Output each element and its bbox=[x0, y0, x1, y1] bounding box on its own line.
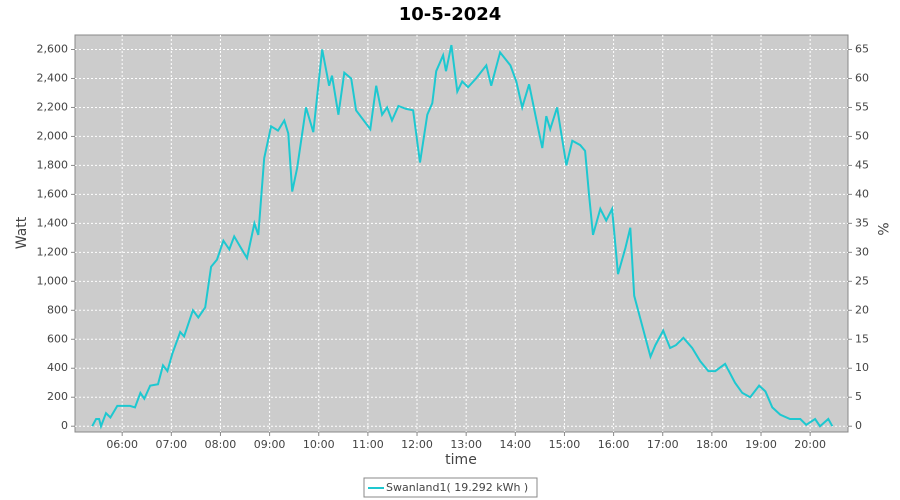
y-tick-label: 2,600 bbox=[37, 42, 69, 55]
x-tick-label: 07:00 bbox=[155, 438, 187, 451]
y2-tick-label: 65 bbox=[855, 42, 869, 55]
x-tick-label: 06:00 bbox=[106, 438, 138, 451]
y-tick-label: 1,200 bbox=[37, 245, 69, 258]
legend bbox=[363, 477, 538, 498]
y-tick-label: 600 bbox=[47, 332, 68, 345]
y2-tick-label: 5 bbox=[855, 390, 862, 403]
y-tick-label: 200 bbox=[47, 390, 68, 403]
x-tick-label: 18:00 bbox=[696, 438, 728, 451]
x-tick-label: 20:00 bbox=[794, 438, 826, 451]
y2-tick-label: 20 bbox=[855, 303, 869, 316]
y-tick-label: 1,800 bbox=[37, 158, 69, 171]
x-tick-label: 16:00 bbox=[598, 438, 630, 451]
legend-label: Swanland1( 19.292 kWh ) bbox=[386, 481, 528, 494]
y2-tick-label: 50 bbox=[855, 129, 869, 142]
y-tick-label: 1,600 bbox=[37, 187, 69, 200]
y-tick-label: 2,000 bbox=[37, 129, 69, 142]
y-tick-label: 1,400 bbox=[37, 216, 69, 229]
y2-tick-label: 45 bbox=[855, 158, 869, 171]
y-tick-label: 2,200 bbox=[37, 100, 69, 113]
y2-tick-label: 60 bbox=[855, 71, 869, 84]
x-axis-label: time bbox=[445, 452, 477, 468]
y-tick-label: 400 bbox=[47, 361, 68, 374]
x-tick-label: 08:00 bbox=[205, 438, 237, 451]
x-tick-label: 11:00 bbox=[352, 438, 384, 451]
chart-title: 10-5-2024 bbox=[399, 4, 502, 25]
y2-tick-label: 0 bbox=[855, 419, 862, 432]
x-tick-label: 10:00 bbox=[303, 438, 335, 451]
x-tick-label: 15:00 bbox=[549, 438, 581, 451]
x-tick-label: 19:00 bbox=[745, 438, 777, 451]
y-tick-label: 0 bbox=[61, 419, 68, 432]
x-tick-label: 17:00 bbox=[647, 438, 679, 451]
x-tick-label: 12:00 bbox=[401, 438, 433, 451]
y2-tick-label: 55 bbox=[855, 100, 869, 113]
y2-tick-label: 15 bbox=[855, 332, 869, 345]
y2-tick-label: 25 bbox=[855, 274, 869, 287]
y-tick-label: 1,000 bbox=[37, 274, 69, 287]
x-tick-label: 13:00 bbox=[450, 438, 482, 451]
y-tick-label: 800 bbox=[47, 303, 68, 316]
y2-tick-label: 35 bbox=[855, 216, 869, 229]
x-tick-label: 09:00 bbox=[254, 438, 286, 451]
y2-tick-label: 40 bbox=[855, 187, 869, 200]
plot-area bbox=[74, 34, 849, 433]
y-axis-label: Watt bbox=[14, 216, 30, 249]
x-tick-label: 14:00 bbox=[499, 438, 531, 451]
y2-tick-label: 10 bbox=[855, 361, 869, 374]
y-tick-label: 2,400 bbox=[37, 71, 69, 84]
data-line bbox=[91, 44, 834, 430]
y2-tick-label: 30 bbox=[855, 245, 869, 258]
y2-axis-label: % bbox=[874, 222, 890, 235]
